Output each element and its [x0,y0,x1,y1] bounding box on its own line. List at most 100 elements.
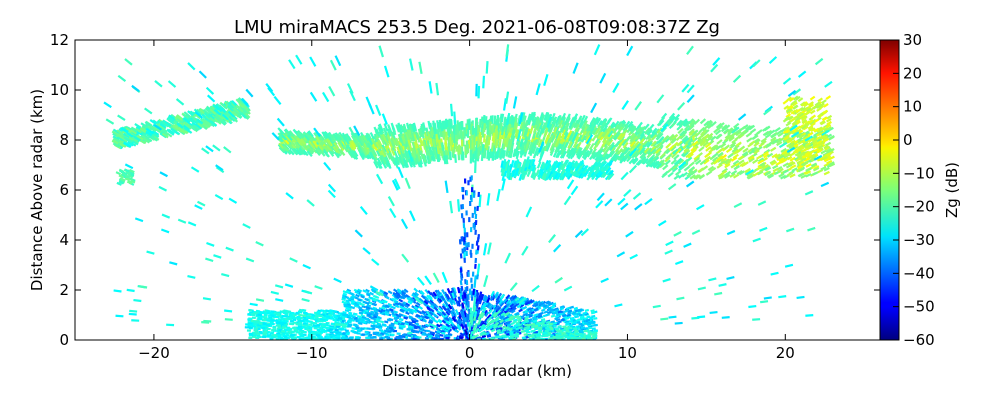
reflectivity-mark [819,127,825,132]
reflectivity-mark [414,131,420,140]
reflectivity-mark [379,289,385,294]
reflectivity-mark [443,316,449,322]
reflectivity-mark [175,114,183,121]
reflectivity-mark [655,142,662,149]
reflectivity-mark [720,126,728,133]
reflectivity-mark [588,127,595,136]
reflectivity-mark [682,143,689,150]
reflectivity-mark [422,153,427,163]
reflectivity-mark [594,149,601,158]
reflectivity-mark [705,170,713,176]
reflectivity-mark [531,111,536,121]
reflectivity-mark [540,114,546,123]
reflectivity-mark [694,131,701,138]
reflectivity-mark [613,155,620,162]
reflectivity-mark [194,112,202,120]
reflectivity-mark [782,129,789,134]
reflectivity-mark [547,171,553,179]
reflectivity-mark [445,155,449,165]
reflectivity-mark [689,174,696,180]
reflectivity-mark [579,149,586,157]
reflectivity-mark [184,123,192,130]
reflectivity-mark [515,159,520,167]
reflectivity-mark [204,119,212,127]
reflectivity-mark [124,177,131,182]
reflectivity-mark [346,297,352,301]
reflectivity-mark [484,116,488,125]
reflectivity-mark [416,324,422,328]
reflectivity-mark [675,147,682,154]
reflectivity-mark [527,318,533,322]
reflectivity-mark [569,122,576,131]
reflectivity-mark [601,130,608,138]
reflectivity-mark [814,101,821,107]
reflectivity-mark [766,173,774,178]
reflectivity-mark [196,118,204,125]
reflectivity-mark [713,127,720,134]
reflectivity-mark [518,173,523,181]
reflectivity-mark [167,118,175,125]
reflectivity-mark [821,99,827,104]
reflectivity-mark [712,156,719,162]
reflectivity-mark [585,139,592,148]
reflectivity-mark [601,136,608,144]
reflectivity-mark [650,140,657,147]
reflectivity-mark [552,139,558,148]
reflectivity-mark [554,314,560,318]
reflectivity-mark [368,312,373,316]
reflectivity-mark [435,133,439,143]
reflectivity-mark [577,160,583,168]
reflectivity-mark [785,113,792,119]
reflectivity-mark [220,102,228,110]
reflectivity-mark [131,136,139,143]
reflectivity-mark [500,126,505,136]
reflectivity-mark [282,145,289,152]
reflectivity-mark [812,166,820,172]
reflectivity-mark [605,167,612,173]
reflectivity-mark [744,125,752,131]
reflectivity-mark [792,143,799,148]
reflectivity-mark [758,162,766,168]
reflectivity-mark [485,141,489,151]
reflectivity-mark [805,110,811,116]
reflectivity-mark [390,147,396,156]
reflectivity-mark [689,119,696,126]
reflectivity-mark [348,150,355,158]
reflectivity-mark [746,174,753,180]
reflectivity-mark [679,133,686,140]
reflectivity-mark [594,164,600,171]
reflectivity-mark [791,123,797,129]
reflectivity-mark [365,307,371,311]
reflectivity-mark [475,297,479,305]
reflectivity-mark [711,144,718,151]
reflectivity-mark [729,141,737,148]
reflectivity-mark [643,147,650,154]
reflectivity-mark [512,160,517,168]
reflectivity-mark [404,159,410,168]
reflectivity-mark [812,104,819,110]
reflectivity-mark [415,301,421,307]
reflectivity-mark [362,289,368,294]
reflectivity-mark [576,141,582,150]
reflectivity-mark [798,140,804,145]
reflectivity-mark [375,141,381,150]
reflectivity-mark [695,159,702,166]
reflectivity-mark [514,124,519,134]
reflectivity-mark [537,314,543,319]
reflectivity-mark [653,156,660,163]
reflectivity-mark [323,150,330,158]
reflectivity-mark [822,109,828,115]
reflectivity-mark [796,111,803,117]
reflectivity-mark [294,141,301,149]
reflectivity-mark [809,149,816,154]
reflectivity-mark [626,155,633,163]
reflectivity-mark [387,302,393,307]
reflectivity-mark [738,133,745,139]
reflectivity-mark [419,290,425,296]
reflectivity-mark [645,133,652,141]
reflectivity-mark [215,114,223,121]
reflectivity-mark [348,323,353,326]
reflectivity-mark [376,141,382,150]
reflectivity-mark [685,152,692,159]
reflectivity-mark [557,163,563,171]
